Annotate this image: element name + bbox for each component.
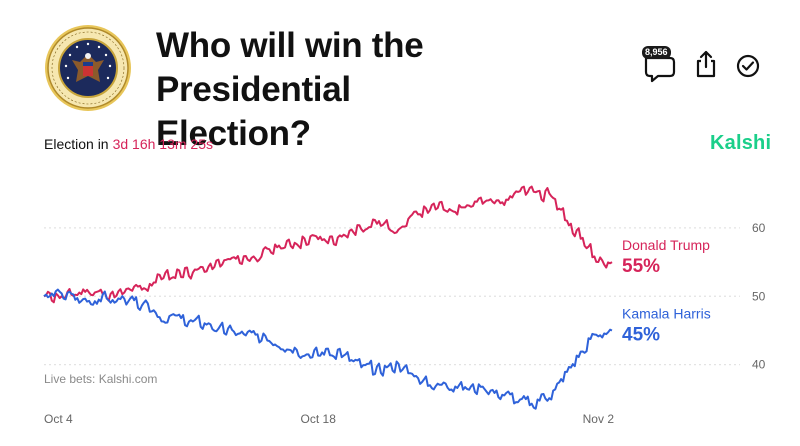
series-value-label: 45% [622,324,660,345]
y-tick-label: 60 [752,221,766,235]
comment-bubble-icon [644,56,676,83]
y-tick-label: 50 [752,289,766,303]
check-circle-icon [736,54,760,78]
presidential-seal-icon [45,25,131,111]
share-icon [696,50,716,78]
share-button[interactable] [694,50,718,78]
title-line-2: Election? [156,114,311,153]
x-tick-label: Oct 4 [44,412,73,426]
comment-count-badge: 8,956 [642,46,671,59]
title-line-1: Who will win the Presidential [156,26,424,109]
series-value-label: 55% [622,256,660,277]
countdown-value: 3d 16h 13m 25s [112,136,213,152]
brand-logo: Kalshi [710,132,772,154]
series-name-label: Kamala Harris [622,305,711,321]
check-button[interactable] [736,54,760,78]
comments-button[interactable]: 8,956 [640,46,680,86]
countdown-label: Election in [44,136,109,152]
series-line-kamala-harris [43,288,613,410]
x-tick-label: Oct 18 [301,412,337,426]
series-line-donald-trump [43,185,613,304]
series-name-label: Donald Trump [622,237,710,253]
y-tick-label: 40 [752,358,766,372]
x-tick-label: Nov 2 [583,412,615,426]
source-note: Live bets: Kalshi.com [44,372,157,386]
page-title: Who will win the Presidential Election? [156,24,606,156]
election-countdown: Election in 3d 16h 13m 25s [44,136,213,152]
